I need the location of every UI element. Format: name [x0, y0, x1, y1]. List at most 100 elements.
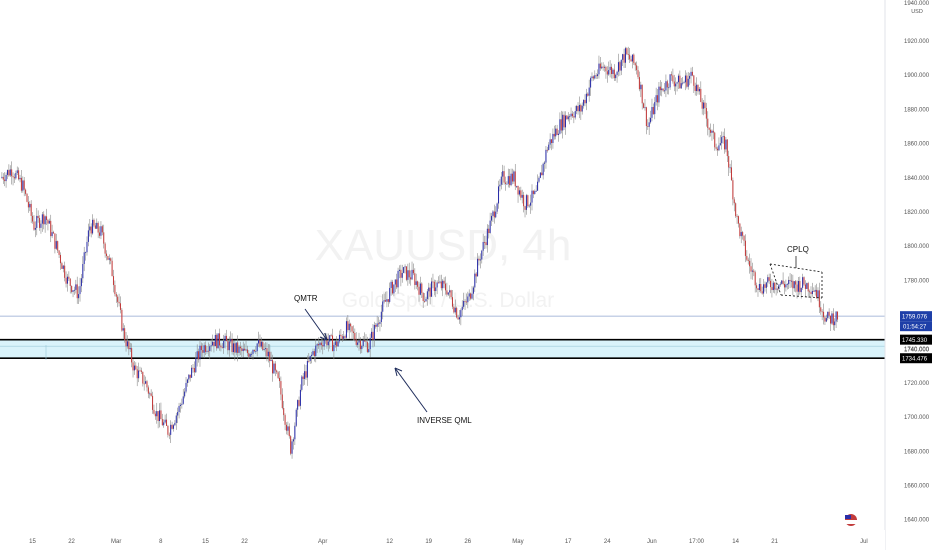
candle-down [457, 317, 459, 320]
watermark-symbol: XAUUSD, 4h [315, 221, 572, 270]
candle-up [581, 105, 583, 112]
candle-up [72, 290, 74, 292]
candle-up [260, 341, 262, 347]
candle-down [577, 106, 579, 112]
candle-down [33, 221, 35, 230]
candle-up [449, 290, 451, 293]
time-axis[interactable] [0, 530, 885, 550]
candle-up [680, 83, 682, 89]
candle-up [468, 293, 470, 297]
candle-down [679, 75, 681, 89]
candle-up [767, 277, 769, 283]
candle-up [690, 71, 692, 76]
qmtr-arrow [304, 308, 328, 341]
candle-up [775, 288, 777, 290]
candle-up [598, 63, 600, 75]
candle-down [387, 299, 389, 302]
candle-down [414, 273, 416, 285]
candle-up [397, 270, 399, 288]
candle-up [604, 66, 606, 68]
candle-down [527, 195, 529, 207]
candle-down [64, 265, 66, 278]
candle-down [160, 410, 162, 420]
horizontal-zone[interactable] [0, 339, 885, 359]
candle-down [221, 347, 223, 349]
candle-down [580, 104, 582, 112]
candle-up [181, 403, 183, 405]
candle-up [689, 75, 691, 79]
candle-up [729, 167, 731, 169]
candle-up [578, 104, 580, 112]
candle-down [283, 408, 285, 416]
candle-down [225, 335, 228, 342]
candle-up [718, 145, 720, 151]
candle-down [546, 149, 548, 151]
candle-down [443, 280, 445, 284]
candle-up [401, 272, 403, 278]
candle-down [753, 270, 755, 273]
candle-up [544, 162, 546, 164]
candle-down [728, 156, 730, 168]
candle-down [776, 288, 779, 290]
candle-down [524, 206, 526, 210]
candle-down [451, 297, 454, 307]
candle-up [394, 279, 396, 285]
candle-down [736, 216, 738, 217]
candle-up [620, 59, 622, 71]
candle-up [175, 415, 177, 423]
candle-up [507, 176, 509, 184]
candle-down [23, 180, 25, 190]
candle-down [750, 266, 752, 272]
candle-up [569, 116, 571, 118]
candle-up [698, 88, 700, 92]
candle-down [244, 348, 246, 351]
candle-up [297, 400, 299, 410]
candle-down [761, 291, 763, 294]
candle-up [36, 215, 38, 228]
candle-down [131, 348, 133, 363]
candles-group [1, 46, 839, 459]
candle-up [329, 335, 331, 342]
candle-up [428, 287, 430, 292]
candle-down [68, 276, 70, 279]
candle-down [757, 288, 759, 290]
candle-down [795, 281, 797, 285]
candle-up [539, 172, 541, 178]
flag-icon[interactable] [845, 514, 857, 526]
candle-up [267, 351, 269, 357]
candle-up [348, 323, 350, 331]
candle-down [114, 285, 116, 295]
y-tick-label: 1820.000 [904, 210, 930, 216]
candle-down [792, 280, 794, 289]
candle-up [439, 281, 441, 283]
candle-up [559, 119, 561, 134]
candle-down [50, 220, 52, 237]
candle-down [61, 263, 63, 269]
candle-up [827, 311, 829, 319]
candle-up [51, 232, 53, 237]
candle-up [677, 75, 679, 83]
candle-up [371, 331, 373, 338]
candle-down [104, 243, 106, 254]
candle-down [18, 170, 20, 180]
candle-down [32, 215, 34, 222]
candle-down [262, 341, 264, 350]
candle-up [500, 176, 502, 185]
candle-down [372, 331, 374, 340]
candle-up [703, 102, 705, 109]
candle-down [118, 301, 120, 304]
candle-up [436, 282, 438, 288]
candle-down [619, 62, 621, 71]
candle-up [83, 252, 85, 264]
y-tick-label: 1900.000 [904, 73, 930, 79]
candle-up [617, 62, 620, 72]
candle-down [551, 139, 553, 144]
candle-up [506, 183, 508, 185]
candle-up [684, 75, 686, 83]
candle-down [504, 182, 507, 184]
candle-down [340, 334, 342, 337]
candle-down [464, 300, 466, 302]
candle-up [177, 412, 179, 416]
price-axis[interactable] [885, 0, 932, 550]
